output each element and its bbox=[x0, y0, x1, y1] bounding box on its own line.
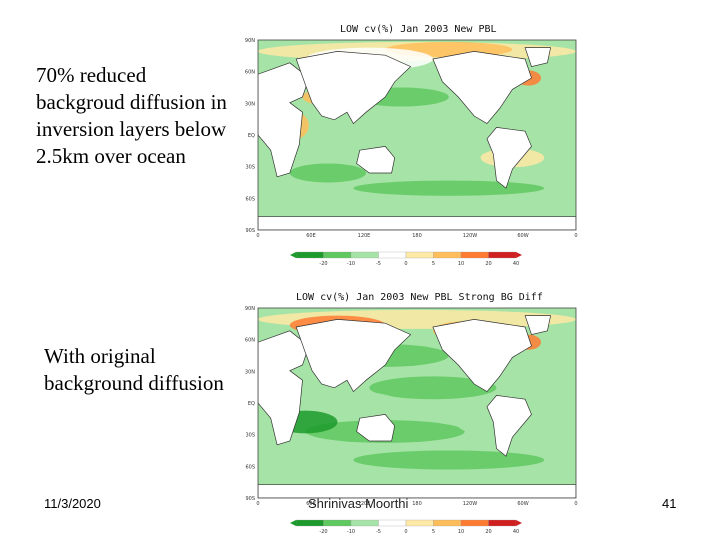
colorbar-swatch bbox=[433, 519, 462, 527]
colorbar-swatch bbox=[460, 519, 489, 527]
land-outline bbox=[524, 315, 552, 336]
lon-tick-label: 120W bbox=[463, 233, 478, 239]
colorbar-tick-label: -10 bbox=[347, 261, 355, 267]
lon-tick-label: 60W bbox=[517, 501, 528, 507]
colorbar-swatch bbox=[433, 251, 462, 259]
map-title: LOW cv(%) Jan 2003 New PBL Strong BG Dif… bbox=[296, 292, 543, 303]
cloud-anomaly-blob bbox=[369, 376, 497, 400]
colorbar-swatch bbox=[405, 519, 434, 527]
slide-number: 41 bbox=[662, 496, 677, 511]
colorbar-swatch bbox=[350, 519, 379, 527]
lat-tick-label: 60N bbox=[245, 338, 255, 344]
map-title: LOW cv(%) Jan 2003 New PBL bbox=[340, 24, 497, 35]
lat-tick-label: 30S bbox=[245, 165, 255, 171]
cloud-anomaly-blob bbox=[353, 450, 545, 470]
colorbar-tick-label: -10 bbox=[347, 529, 355, 535]
lon-tick-label: 0 bbox=[574, 233, 577, 239]
lat-tick-label: EQ bbox=[248, 133, 255, 139]
colorbar-tick-label: -5 bbox=[376, 529, 381, 535]
land-outline bbox=[524, 47, 552, 68]
colorbar-swatch bbox=[323, 251, 352, 259]
lon-tick-label: 120E bbox=[358, 233, 371, 239]
lon-tick-label: 120E bbox=[358, 501, 371, 507]
lat-tick-label: EQ bbox=[248, 401, 255, 407]
land-outline bbox=[432, 51, 532, 125]
lon-tick-label: 0 bbox=[574, 501, 577, 507]
colorbar-swatch bbox=[295, 251, 324, 259]
cloud-anomaly-blob bbox=[258, 201, 576, 213]
colorbar-swatch bbox=[295, 519, 324, 527]
land-outline bbox=[356, 146, 396, 174]
cloud-anomaly-blob bbox=[353, 180, 545, 196]
colorbar-tick-label: 10 bbox=[458, 529, 464, 535]
colorbar-swatch bbox=[378, 251, 407, 259]
lon-tick-label: 0 bbox=[256, 233, 259, 239]
land-outline bbox=[432, 319, 532, 393]
colorbar-swatch bbox=[488, 519, 517, 527]
lat-tick-label: 90S bbox=[245, 496, 255, 502]
colorbar-tick-label: 20 bbox=[485, 529, 491, 535]
land-outline bbox=[295, 51, 412, 125]
colorbar-tick-label: 40 bbox=[513, 261, 519, 267]
colorbar-swatch bbox=[488, 251, 517, 259]
lon-tick-label: 60E bbox=[306, 233, 316, 239]
land-outline bbox=[258, 484, 576, 498]
colorbar-end bbox=[516, 252, 522, 258]
colorbar-tick-label: 5 bbox=[432, 529, 435, 535]
caption-top: 70% reduced backgroud diffusion in inver… bbox=[36, 63, 227, 168]
cloud-anomaly-blob bbox=[289, 163, 367, 183]
colorbar-swatch bbox=[460, 251, 489, 259]
lat-tick-label: 90S bbox=[245, 228, 255, 234]
colorbar-tick-label: -20 bbox=[319, 261, 327, 267]
cloud-anomaly-blob bbox=[258, 469, 576, 481]
land-outline bbox=[486, 127, 532, 189]
caption-bottom: With original background diffusion bbox=[44, 344, 224, 395]
footer-author: Shrinivas Moorthi bbox=[308, 496, 409, 511]
lon-tick-label: 180 bbox=[412, 501, 422, 507]
cloud-anomaly-blob bbox=[410, 104, 487, 128]
colorbar-swatch bbox=[350, 251, 379, 259]
colorbar-tick-label: -5 bbox=[376, 261, 381, 267]
lat-tick-label: 60S bbox=[245, 196, 255, 202]
lon-tick-label: 120W bbox=[463, 501, 478, 507]
lat-tick-label: 60S bbox=[245, 464, 255, 470]
land-outline bbox=[356, 414, 396, 442]
map-figure-bottom: LOW cv(%) Jan 2003 New PBL Strong BG Dif… bbox=[236, 286, 586, 538]
colorbar-end bbox=[290, 520, 296, 526]
colorbar-tick-label: 10 bbox=[458, 261, 464, 267]
field-layer bbox=[258, 41, 576, 230]
land-outline bbox=[295, 319, 412, 393]
land-outline bbox=[258, 216, 576, 230]
field-layer bbox=[258, 309, 576, 498]
colorbar-swatch bbox=[405, 251, 434, 259]
map-figure-top: LOW cv(%) Jan 2003 New PBL 90N 60N 30N EQ 30… bbox=[236, 18, 586, 270]
lon-tick-label: 0 bbox=[256, 501, 259, 507]
plot-frame bbox=[257, 307, 577, 499]
colorbar-swatch bbox=[323, 519, 352, 527]
colorbar-tick-label: 5 bbox=[432, 261, 435, 267]
colorbar-tick-label: 40 bbox=[513, 529, 519, 535]
colorbar-tick-label: 0 bbox=[404, 529, 407, 535]
lat-tick-label: 90N bbox=[245, 38, 255, 44]
cloud-anomaly-blob bbox=[305, 391, 402, 415]
lon-tick-label: 180 bbox=[412, 233, 422, 239]
lon-tick-label: 60E bbox=[306, 501, 316, 507]
footer-date: 11/3/2020 bbox=[44, 496, 101, 511]
colorbar-end bbox=[516, 520, 522, 526]
lat-tick-label: 60N bbox=[245, 70, 255, 76]
land-outline bbox=[486, 395, 532, 457]
lon-tick-label: 60W bbox=[517, 233, 528, 239]
lat-tick-label: 90N bbox=[245, 306, 255, 312]
lat-tick-label: 30N bbox=[245, 369, 255, 375]
colorbar-tick-label: -20 bbox=[319, 529, 327, 535]
lat-tick-label: 30S bbox=[245, 433, 255, 439]
colorbar-swatch bbox=[378, 519, 407, 527]
colorbar-tick-label: 20 bbox=[485, 261, 491, 267]
colorbar-tick-label: 0 bbox=[404, 261, 407, 267]
colorbar-end bbox=[290, 252, 296, 258]
lat-tick-label: 30N bbox=[245, 101, 255, 107]
plot-frame bbox=[257, 39, 577, 231]
